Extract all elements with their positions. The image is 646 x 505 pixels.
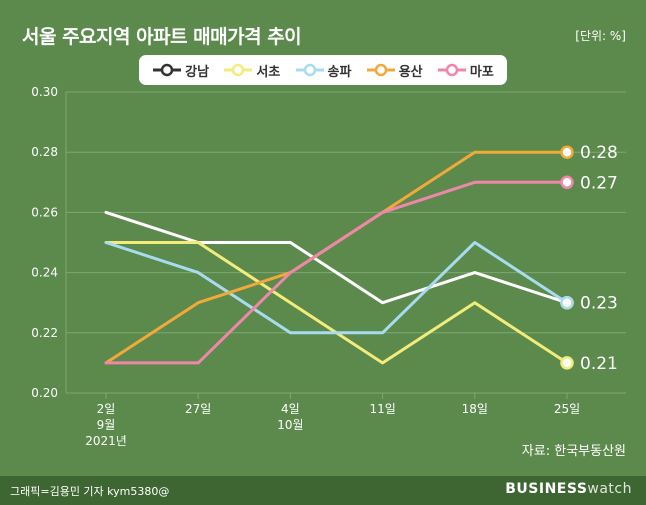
- x-tick-label: 25일: [554, 402, 580, 416]
- footer-bar: 그래픽=김용민 기자 kym5380@ BUSINESSwatch: [0, 476, 646, 505]
- series-line-마포: [104, 180, 569, 365]
- legend-swatch-icon: [153, 63, 182, 77]
- legend-swatch-marker: [232, 63, 245, 77]
- legend-item-송파: 송파: [295, 61, 352, 80]
- x-tick-label: 10월: [277, 418, 303, 432]
- series-line-서초: [104, 241, 569, 365]
- legend-item-마포: 마포: [437, 61, 494, 80]
- legend-swatch-icon: [224, 63, 253, 77]
- end-label-마포: 0.27: [580, 173, 618, 193]
- y-tick-label: 0.20: [31, 386, 58, 400]
- unit-label: [단위: %]: [575, 29, 626, 43]
- series-line-강남: [104, 210, 569, 305]
- end-marker-마포: [560, 175, 574, 190]
- line-chart: 0.30 0.28 0.26 0.24 0.22 0.20 2일 9월 2021년 27일 4일 10…: [31, 85, 626, 448]
- x-tick-label: 27일: [185, 402, 211, 416]
- legend-item-강남: 강남: [152, 61, 209, 80]
- end-label-서초: 0.21: [580, 354, 618, 374]
- source-note: 자료: 한국부동산원: [521, 444, 626, 459]
- end-marker-용산: [560, 145, 574, 159]
- legend-label: 강남: [185, 64, 210, 80]
- end-marker-송파: [560, 295, 574, 310]
- legend-swatch-marker: [303, 63, 316, 77]
- y-tick-label: 0.22: [31, 326, 58, 340]
- legend-swatch-icon: [366, 63, 395, 77]
- end-label-용산: 0.28: [580, 143, 618, 163]
- legend-swatch-icon: [437, 63, 466, 77]
- legend-swatch-marker: [374, 63, 387, 77]
- end-marker-서초: [560, 356, 574, 370]
- legend: 강남 서초 송파 용산 마포: [139, 55, 507, 85]
- legend-label: 송파: [327, 64, 352, 80]
- legend-item-용산: 용산: [366, 61, 423, 80]
- brand-light: watch: [587, 481, 632, 497]
- legend-swatch-icon: [295, 63, 324, 77]
- legend-label: 마포: [469, 64, 494, 80]
- legend-swatch-marker: [160, 63, 174, 77]
- legend-label: 서초: [256, 64, 281, 80]
- series-line-송파: [104, 241, 569, 335]
- x-tick-label: 18일: [462, 402, 488, 416]
- x-tick-label: 11일: [369, 402, 395, 416]
- end-label-강남: 0.23: [580, 294, 618, 314]
- x-tick-label: 4일: [281, 402, 300, 416]
- x-tick-label: 2일: [97, 402, 116, 416]
- y-tick-label: 0.30: [31, 85, 58, 99]
- y-tick-label: 0.28: [31, 145, 58, 159]
- chart-title: 서울 주요지역 아파트 매매가격 추이: [22, 26, 302, 48]
- x-tick-label: 9월: [97, 418, 116, 432]
- y-tick-label: 0.24: [31, 266, 58, 280]
- brand-logo: BUSINESSwatch: [505, 481, 632, 497]
- brand-bold: BUSINESS: [505, 481, 588, 497]
- x-tick-label: 2021년: [85, 434, 127, 448]
- legend-item-서초: 서초: [223, 61, 280, 80]
- legend-swatch-marker: [445, 63, 459, 77]
- legend-label: 용산: [398, 64, 423, 80]
- credit-text: 그래픽=김용민 기자 kym5380@: [10, 485, 170, 498]
- y-tick-label: 0.26: [31, 205, 58, 219]
